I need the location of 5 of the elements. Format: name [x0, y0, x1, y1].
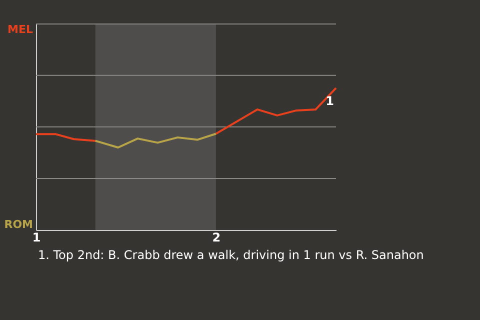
text: MEL — [8, 23, 33, 36]
text: 1. Top 2nd: B. Crabb drew a walk, driving in 1 run vs R. Sanahon — [38, 248, 424, 262]
annotation: 1 — [326, 94, 334, 108]
x-tick-label: 2 — [212, 230, 221, 244]
text: ROM — [4, 218, 33, 231]
